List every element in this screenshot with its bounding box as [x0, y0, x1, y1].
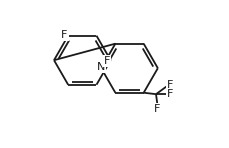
Text: F: F	[166, 89, 172, 99]
Text: N: N	[97, 62, 105, 72]
Text: F: F	[166, 80, 172, 90]
Text: F: F	[103, 56, 110, 66]
Text: F: F	[61, 30, 67, 40]
Text: F: F	[153, 104, 160, 114]
